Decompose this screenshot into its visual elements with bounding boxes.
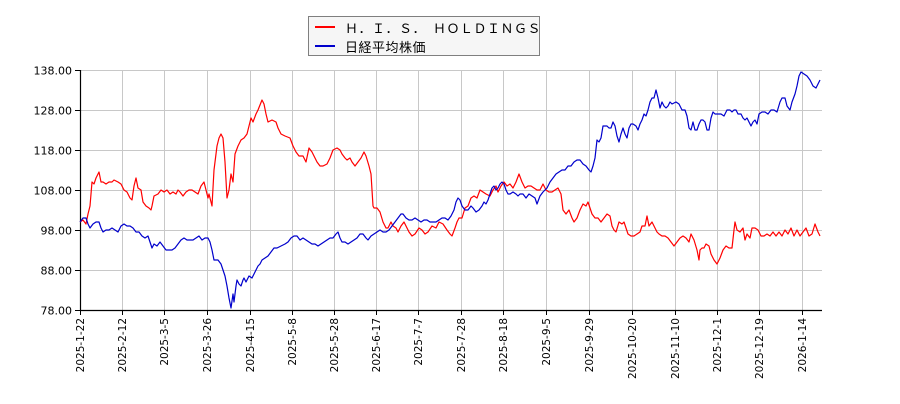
x-tick-label: 2025-12-1 <box>712 318 724 372</box>
his-holdings-line <box>79 99 821 265</box>
x-tick-label: 2025-3-5 <box>159 318 171 366</box>
y-axis-labels: 138.00 128.00 118.00 108.00 98.00 88.00 78.00 <box>34 65 73 318</box>
y-tick-label: 78.00 <box>41 305 73 318</box>
x-tick-label: 2025-1-22 <box>75 318 87 372</box>
x-tick-label: 2025-6-17 <box>371 318 383 372</box>
legend-item-his: Ｈ．Ｉ．Ｓ． ＨＯＬＤＩＮＧＳ <box>315 18 542 37</box>
legend-label-nikkei: 日経平均株価 <box>345 40 427 56</box>
legend-swatch-nikkei <box>315 45 335 47</box>
x-tick-label: 2025-3-26 <box>202 318 214 373</box>
x-tick-label: 2025-11-10 <box>670 318 682 379</box>
x-tick-label: 2025-5-8 <box>287 318 299 366</box>
y-tick-label: 138.00 <box>34 65 73 78</box>
y-tick-label: 128.00 <box>34 105 73 118</box>
grid-lines <box>80 70 822 310</box>
x-tick-label: 2026-1-14 <box>797 318 809 373</box>
legend-label-his: Ｈ．Ｉ．Ｓ． ＨＯＬＤＩＮＧＳ <box>345 21 542 37</box>
legend-swatch-his <box>315 26 335 28</box>
x-tick-label: 2025-7-7 <box>413 318 425 366</box>
legend-item-nikkei: 日経平均株価 <box>315 37 427 56</box>
series-lines <box>79 71 821 309</box>
nikkei-average-line <box>79 71 821 309</box>
x-tick-label: 2025-5-28 <box>329 318 341 372</box>
y-tick-label: 88.00 <box>41 265 73 278</box>
y-tick-label: 118.00 <box>34 145 73 158</box>
y-tick-label: 108.00 <box>34 185 73 198</box>
axes <box>75 70 822 315</box>
x-tick-label: 2025-2-12 <box>117 318 129 372</box>
x-tick-label: 2025-7-28 <box>456 318 468 372</box>
x-tick-label: 2025-8-18 <box>498 318 510 372</box>
y-tick-label: 98.00 <box>41 225 73 238</box>
x-tick-label: 2025-12-19 <box>754 318 766 379</box>
x-tick-label: 2025-4-15 <box>245 318 257 372</box>
x-tick-label: 2025-9-29 <box>584 318 596 372</box>
x-tick-label: 2025-9-5 <box>541 318 553 366</box>
x-axis-labels: 2025-1-22 2025-2-12 2025-3-5 2025-3-26 2025-… <box>75 318 809 379</box>
chart-legend: Ｈ．Ｉ．Ｓ． ＨＯＬＤＩＮＧＳ 日経平均株価 <box>308 16 542 56</box>
x-tick-label: 2025-10-20 <box>627 318 639 379</box>
